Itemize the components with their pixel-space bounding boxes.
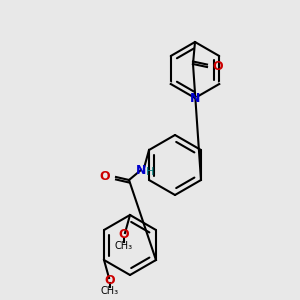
Text: CH₃: CH₃: [101, 286, 119, 296]
Text: CH₃: CH₃: [115, 241, 133, 251]
Text: H: H: [146, 167, 154, 177]
Text: O: O: [212, 59, 223, 73]
Text: O: O: [119, 229, 129, 242]
Text: N: N: [136, 164, 146, 176]
Text: O: O: [99, 170, 110, 184]
Text: N: N: [190, 92, 200, 104]
Text: O: O: [105, 274, 115, 286]
